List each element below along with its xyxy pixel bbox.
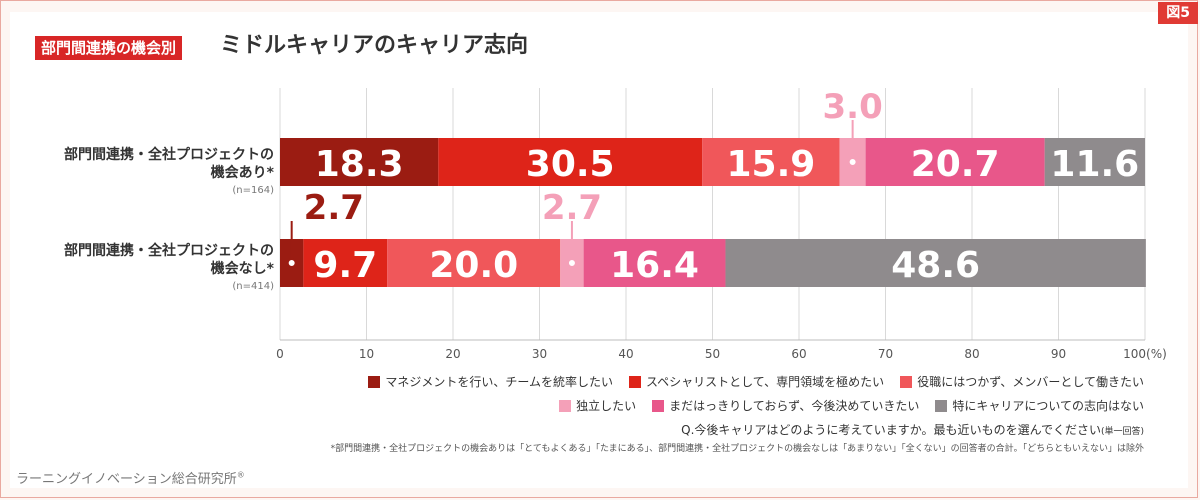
legend-swatch	[628, 376, 641, 388]
legend-swatch	[652, 400, 665, 412]
legend-item: スペシャリストとして、専門領域を極めたい	[628, 374, 885, 390]
x-tick-label: 50	[705, 347, 720, 361]
x-tick-label: 30	[532, 347, 547, 361]
question-note: (単一回答)	[1100, 427, 1144, 437]
x-tick-label: 100(%)	[1123, 347, 1167, 361]
bar-value-label: 18.3	[315, 144, 404, 185]
legend-swatch	[368, 376, 381, 388]
bar-segment	[303, 239, 388, 287]
x-tick-label: 90	[1051, 347, 1066, 361]
callout-dot	[566, 258, 577, 268]
legend-label: 特にキャリアについての志向はない	[952, 399, 1144, 413]
x-tick-label: 10	[359, 347, 374, 361]
bar-value-label: 11.6	[1050, 144, 1139, 185]
legend-label: 独立したい	[576, 399, 637, 413]
bar-value-label: 20.0	[429, 245, 518, 286]
legend-item: まだはっきりしておらず、今後決めていきたい	[652, 398, 919, 414]
callout-value-label: 3.0	[823, 87, 883, 127]
legend-item: 役職にはつかず、メンバーとして働きたい	[900, 374, 1144, 390]
title-tag: 部門間連携の機会別	[35, 36, 183, 60]
legend-label: 役職にはつかず、メンバーとして働きたい	[917, 375, 1144, 389]
stacked-bar-chart: 0 10 20 30 40 50 60 70 80 90 100(%) 18.3 30.5 15.93.0…	[276, 87, 1167, 361]
row-sample-size: (n=414)	[232, 281, 274, 292]
legend-swatch	[935, 400, 948, 412]
callout-dot	[286, 258, 297, 268]
bar-value-label: 30.5	[526, 144, 615, 185]
row-sample-size: (n=164)	[232, 185, 274, 196]
bar-value-label: 48.6	[891, 245, 980, 286]
x-tick-label: 70	[878, 347, 893, 361]
bar-value-label: 15.9	[726, 144, 815, 185]
row-label-line1: 部門間連携・全社プロジェクトの	[64, 147, 274, 163]
legend-item: マネジメントを行い、チームを統率したい	[368, 374, 613, 390]
bar-segment	[438, 138, 703, 186]
legend-label: まだはっきりしておらず、今後決めていきたい	[669, 399, 920, 413]
organization-name: ラーニングイノベーション総合研究所	[16, 472, 237, 487]
x-tick-label: 80	[964, 347, 979, 361]
bar-segment	[387, 239, 561, 287]
row-label-line2: 機会あり*	[210, 165, 274, 181]
legend-item: 独立したい	[559, 398, 636, 414]
survey-question: Q.今後キャリアはどのように考えていますか。最も近いものを選んでください(単一回…	[681, 421, 1144, 438]
row-label-line2: 機会なし*	[210, 261, 274, 277]
legend-label: マネジメントを行い、チームを統率したい	[385, 375, 613, 389]
bar-segment	[702, 138, 840, 186]
x-tick-label: 20	[445, 347, 460, 361]
bar-segment	[725, 239, 1146, 287]
figure-label: 図5	[1158, 2, 1198, 24]
row-label-with-opportunity: 部門間連携・全社プロジェクトの 機会あり* (n=164)	[64, 146, 274, 200]
organization-credit: ラーニングイノベーション総合研究所®	[16, 468, 245, 487]
bar-segment	[1044, 138, 1145, 186]
legend-swatch	[559, 400, 572, 412]
x-tick-label: 0	[276, 347, 284, 361]
legend-swatch	[900, 376, 913, 388]
legend-row-1: マネジメントを行い、チームを統率したい スペシャリストとして、専門領域を極めたい…	[368, 374, 1144, 390]
legend-label: スペシャリストとして、専門領域を極めたい	[645, 375, 885, 389]
registered-mark: ®	[236, 470, 245, 480]
bar-value-label: 16.4	[610, 245, 699, 286]
callout-value-label: 2.7	[542, 188, 602, 228]
bar-segment	[865, 138, 1045, 186]
callout-dot	[847, 157, 858, 167]
chart-title: ミドルキャリアのキャリア志向	[220, 33, 529, 58]
bar-segment	[280, 138, 439, 186]
legend-row-2: 独立したい まだはっきりしておらず、今後決めていきたい 特にキャリアについての志…	[559, 398, 1144, 414]
bar-segment	[583, 239, 726, 287]
x-tick-label: 40	[618, 347, 633, 361]
row-label-line1: 部門間連携・全社プロジェクトの	[64, 243, 274, 259]
bar-value-label: 20.7	[911, 144, 1000, 185]
question-text: Q.今後キャリアはどのように考えていますか。最も近いものを選んでください	[681, 423, 1101, 437]
callout-value-label: 2.7	[304, 188, 364, 228]
row-label-without-opportunity: 部門間連携・全社プロジェクトの 機会なし* (n=414)	[64, 242, 274, 296]
legend-item: 特にキャリアについての志向はない	[935, 398, 1144, 414]
x-tick-label: 60	[791, 347, 806, 361]
footnote: *部門間連携・全社プロジェクトの機会ありは「とてもよくある」「たまにある」、部門…	[330, 444, 1144, 454]
bar-value-label: 9.7	[313, 245, 377, 286]
